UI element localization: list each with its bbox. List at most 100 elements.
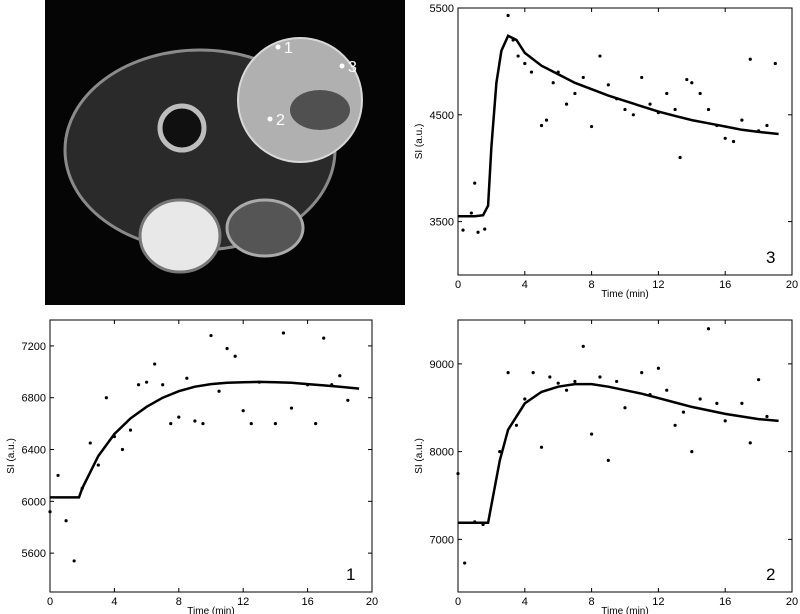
data-point — [185, 376, 189, 380]
data-point — [241, 409, 245, 413]
data-point — [551, 81, 555, 85]
data-point — [506, 13, 510, 18]
data-point — [128, 428, 133, 432]
data-point — [136, 383, 141, 387]
y-tick-label: 6800 — [22, 393, 46, 405]
data-point — [233, 354, 237, 358]
data-point — [461, 228, 465, 232]
data-point — [469, 211, 473, 215]
data-point — [548, 375, 552, 379]
data-point — [544, 118, 549, 122]
x-tick-label: 4 — [111, 596, 117, 608]
y-axis-label: SI (a.u.) — [6, 438, 17, 474]
x-tick-label: 20 — [366, 596, 378, 608]
data-point — [665, 388, 669, 392]
roi-label: 2 — [276, 112, 285, 129]
x-axis-label: Time (min) — [601, 289, 648, 300]
x-tick-label: 12 — [237, 596, 249, 608]
plot-area — [457, 7, 793, 276]
data-point — [273, 422, 277, 426]
data-point — [606, 458, 610, 462]
data-point — [96, 463, 100, 467]
data-point — [564, 102, 569, 106]
tumor-core — [290, 90, 350, 130]
y-tick-label: 7200 — [22, 341, 46, 353]
data-point — [623, 406, 627, 410]
mri-image: 1 2 3 — [45, 0, 405, 305]
roi-dot — [267, 116, 273, 122]
y-tick-label: 9000 — [430, 359, 454, 371]
fit-line — [458, 34, 779, 218]
data-point — [740, 401, 744, 405]
data-point — [529, 70, 534, 74]
x-tick-label: 12 — [652, 279, 664, 291]
data-point — [456, 471, 460, 476]
data-point — [169, 422, 173, 426]
data-point — [678, 155, 682, 160]
data-point — [506, 371, 510, 375]
data-point — [177, 415, 181, 419]
data-point — [281, 331, 286, 335]
data-point — [289, 406, 294, 410]
data-point — [740, 118, 744, 122]
data-point — [623, 107, 627, 112]
y-tick-label: 8000 — [430, 447, 454, 459]
data-point — [48, 510, 52, 514]
x-tick-label: 16 — [719, 279, 731, 291]
panel-label: 3 — [766, 248, 775, 267]
data-point — [161, 383, 165, 387]
chart: 0 4 8 12 16 20 5600 6000 6400 6800 7200 Time (min) S… — [6, 319, 378, 614]
data-point — [120, 447, 125, 452]
chart: 0 4 8 12 16 20 3500 4500 5500 Time (min) SI (a.u.)… — [414, 3, 798, 300]
y-tick-label: 5600 — [22, 548, 46, 560]
data-point — [631, 113, 635, 117]
x-tick-label: 8 — [176, 596, 182, 608]
data-point — [715, 401, 719, 405]
y-tick-label: 3500 — [430, 217, 454, 229]
data-point — [225, 346, 229, 351]
data-point — [681, 410, 686, 414]
data-point — [706, 327, 711, 331]
x-tick-label: 8 — [589, 596, 595, 608]
x-tick-label: 0 — [455, 596, 461, 608]
data-point — [748, 441, 752, 445]
data-point — [673, 423, 677, 427]
data-point — [314, 422, 318, 426]
x-axis-label: Time (min) — [187, 606, 234, 614]
data-point — [573, 379, 577, 384]
data-point — [556, 381, 560, 385]
data-point — [656, 366, 661, 370]
data-point — [723, 136, 727, 140]
data-point — [698, 397, 702, 401]
data-point — [153, 362, 157, 366]
data-point — [217, 389, 221, 393]
data-point — [748, 57, 752, 61]
roi-label: 3 — [348, 59, 357, 76]
data-point — [581, 75, 585, 80]
data-point — [673, 107, 677, 112]
data-point — [539, 445, 544, 449]
data-point — [346, 398, 350, 402]
data-point — [498, 450, 502, 454]
data-point — [581, 344, 585, 348]
vessel — [157, 103, 207, 153]
fit-line — [458, 382, 779, 524]
data-point — [606, 83, 610, 87]
data-point — [765, 414, 769, 419]
fit-line — [50, 380, 360, 499]
data-point — [765, 123, 769, 128]
data-point — [598, 375, 602, 379]
data-point — [590, 124, 594, 129]
data-point — [590, 432, 594, 436]
data-point — [483, 227, 487, 231]
x-tick-label: 20 — [786, 596, 798, 608]
x-tick-label: 16 — [719, 596, 731, 608]
plot-area — [457, 319, 793, 593]
data-point — [706, 107, 711, 112]
data-point — [731, 139, 736, 144]
data-point — [564, 388, 569, 392]
y-tick-label: 7000 — [430, 534, 454, 546]
y-tick-label: 4500 — [430, 110, 454, 122]
